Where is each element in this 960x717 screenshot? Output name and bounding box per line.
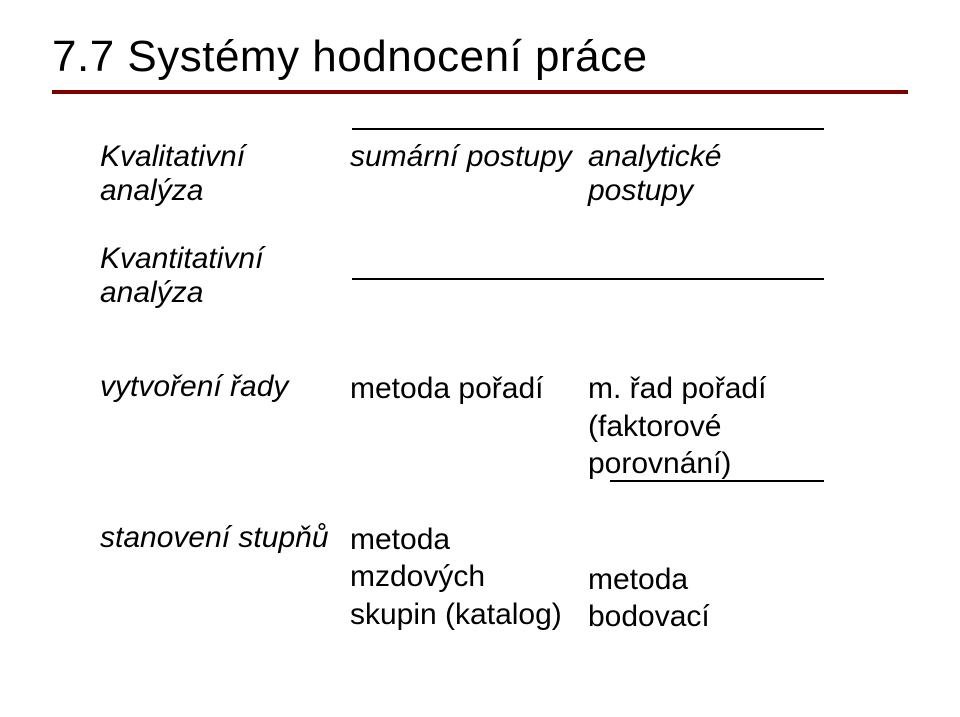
table-row: stanovení stupňů metoda mzdových skupin … — [100, 517, 910, 636]
page-title: 7.7 Systémy hodnocení práce — [52, 32, 908, 82]
header-row: Kvalitativní analýza Kvantitativní analý… — [100, 140, 910, 310]
qualitative-label: Kvalitativní analýza — [100, 140, 338, 208]
col-sum-header: sumární postupy — [350, 140, 588, 174]
content-grid: Kvalitativní analýza Kvantitativní analý… — [100, 140, 910, 636]
row-header-label: Kvalitativní analýza Kvantitativní analý… — [100, 140, 350, 310]
table-row: vytvoření řady metoda pořadí m. řad pořa… — [100, 366, 910, 483]
row2-sum: metoda mzdových skupin (katalog) — [350, 517, 588, 634]
row1-label: vytvoření řady — [100, 366, 350, 404]
row2-ana: metoda bodovací — [588, 517, 808, 636]
col-ana-header: analytické postupy — [588, 140, 808, 208]
title-underline — [52, 90, 908, 94]
row2-label: stanovení stupňů — [100, 517, 350, 555]
slide: 7.7 Systémy hodnocení práce Kvalitativní… — [0, 0, 960, 717]
row1-ana: m. řad pořadí (faktorové porovnání) — [588, 366, 808, 483]
row1-sum: metoda pořadí — [350, 366, 588, 408]
quantitative-label: Kvantitativní analýza — [100, 242, 338, 310]
table-top-line — [352, 128, 824, 130]
